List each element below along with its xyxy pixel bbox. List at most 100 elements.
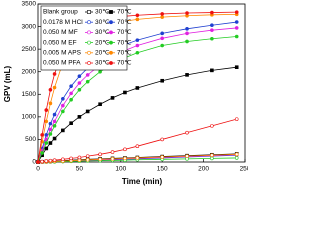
legend-marker bbox=[109, 10, 113, 14]
data-point bbox=[110, 96, 115, 100]
data-point bbox=[135, 50, 140, 55]
legend-group: 0.050 M MF bbox=[43, 29, 78, 36]
legend-group: 0.050 M EF bbox=[43, 39, 77, 46]
data-point bbox=[40, 159, 44, 164]
data-point bbox=[234, 117, 239, 121]
data-point bbox=[234, 20, 239, 24]
data-point bbox=[44, 159, 49, 163]
data-point bbox=[210, 68, 214, 73]
legend-label: 30℃ bbox=[95, 19, 110, 26]
x-tick-label: 150 bbox=[157, 166, 168, 173]
data-point bbox=[61, 97, 65, 101]
data-point bbox=[185, 31, 189, 36]
legend-marker bbox=[109, 30, 113, 35]
data-point bbox=[69, 84, 73, 88]
y-tick-label: 2500 bbox=[22, 46, 37, 53]
data-point bbox=[160, 36, 164, 41]
data-point bbox=[77, 115, 82, 119]
legend-group: 0.050 M PFA bbox=[43, 60, 81, 67]
data-point bbox=[77, 74, 82, 79]
data-point bbox=[52, 72, 57, 76]
data-point bbox=[135, 144, 140, 148]
data-point bbox=[52, 158, 57, 162]
legend-group: 0.0178 M HCl bbox=[43, 19, 83, 26]
legend-label: 30℃ bbox=[95, 29, 110, 36]
legend-marker bbox=[87, 50, 91, 55]
data-point bbox=[52, 119, 57, 124]
data-point bbox=[135, 13, 140, 18]
data-point bbox=[210, 153, 214, 158]
legend-label: 30℃ bbox=[95, 9, 110, 16]
data-point bbox=[110, 157, 115, 161]
data-point bbox=[52, 112, 57, 117]
data-point bbox=[234, 65, 239, 69]
x-tick-label: 100 bbox=[115, 166, 126, 173]
data-point bbox=[98, 157, 102, 162]
legend-label: 70℃ bbox=[117, 60, 132, 67]
data-point bbox=[185, 27, 189, 31]
legend-box bbox=[40, 5, 128, 71]
data-point bbox=[210, 124, 214, 128]
data-point bbox=[160, 155, 164, 159]
data-point bbox=[185, 39, 189, 44]
data-point bbox=[44, 119, 49, 124]
y-tick-label: 1000 bbox=[22, 114, 37, 121]
data-point bbox=[160, 78, 164, 83]
data-point bbox=[185, 73, 189, 77]
legend-label: 70℃ bbox=[117, 9, 132, 16]
data-point bbox=[48, 127, 53, 132]
data-point bbox=[160, 43, 164, 48]
x-tick-label: 50 bbox=[76, 166, 84, 173]
plot-frame bbox=[37, 3, 246, 163]
data-point bbox=[44, 108, 49, 112]
legend-label: 70℃ bbox=[117, 29, 132, 36]
y-tick-label: 2000 bbox=[22, 68, 37, 75]
data-point bbox=[234, 156, 239, 160]
y-axis-label: GPV (mL) bbox=[3, 65, 12, 102]
data-point bbox=[48, 132, 53, 136]
data-point bbox=[210, 23, 214, 28]
data-point bbox=[185, 11, 189, 15]
data-point bbox=[185, 154, 189, 158]
legend-label: 20℃ bbox=[95, 50, 110, 57]
chart: Time (min) GPV (mL) 05010015020025005001… bbox=[3, 1, 248, 186]
data-point bbox=[85, 157, 90, 162]
data-point bbox=[110, 150, 115, 154]
legend-group: Blank group bbox=[43, 9, 78, 16]
data-point bbox=[135, 17, 140, 22]
x-axis-label: Time (min) bbox=[122, 177, 163, 186]
data-point bbox=[234, 10, 239, 14]
legend-marker bbox=[87, 10, 91, 14]
data-point bbox=[85, 79, 90, 84]
legend-label: 70℃ bbox=[117, 19, 132, 26]
data-point bbox=[48, 121, 53, 126]
data-point bbox=[210, 36, 214, 41]
data-point bbox=[85, 109, 90, 114]
legend-label: 70℃ bbox=[117, 50, 132, 57]
y-tick-label: 3500 bbox=[22, 1, 37, 8]
data-point bbox=[234, 34, 239, 39]
data-point bbox=[234, 26, 239, 30]
legend-label: 70℃ bbox=[117, 39, 132, 46]
data-point bbox=[123, 90, 127, 95]
data-point bbox=[40, 133, 44, 137]
data-point bbox=[69, 121, 73, 125]
legend-marker bbox=[109, 50, 113, 55]
data-point bbox=[123, 156, 127, 161]
data-point bbox=[40, 151, 44, 155]
y-tick-label: 0 bbox=[32, 159, 36, 166]
data-point bbox=[52, 136, 57, 141]
data-point bbox=[98, 102, 102, 107]
legend-label: 30℃ bbox=[95, 60, 110, 67]
legend-marker bbox=[87, 30, 91, 35]
legend-marker bbox=[109, 61, 113, 65]
data-point bbox=[36, 160, 40, 164]
legend-marker bbox=[87, 61, 91, 65]
data-point bbox=[77, 155, 82, 160]
legend-marker bbox=[109, 20, 113, 25]
data-point bbox=[44, 141, 49, 145]
data-point bbox=[98, 69, 102, 74]
legend-marker bbox=[87, 40, 91, 45]
data-point bbox=[69, 91, 73, 96]
data-point bbox=[52, 85, 57, 90]
